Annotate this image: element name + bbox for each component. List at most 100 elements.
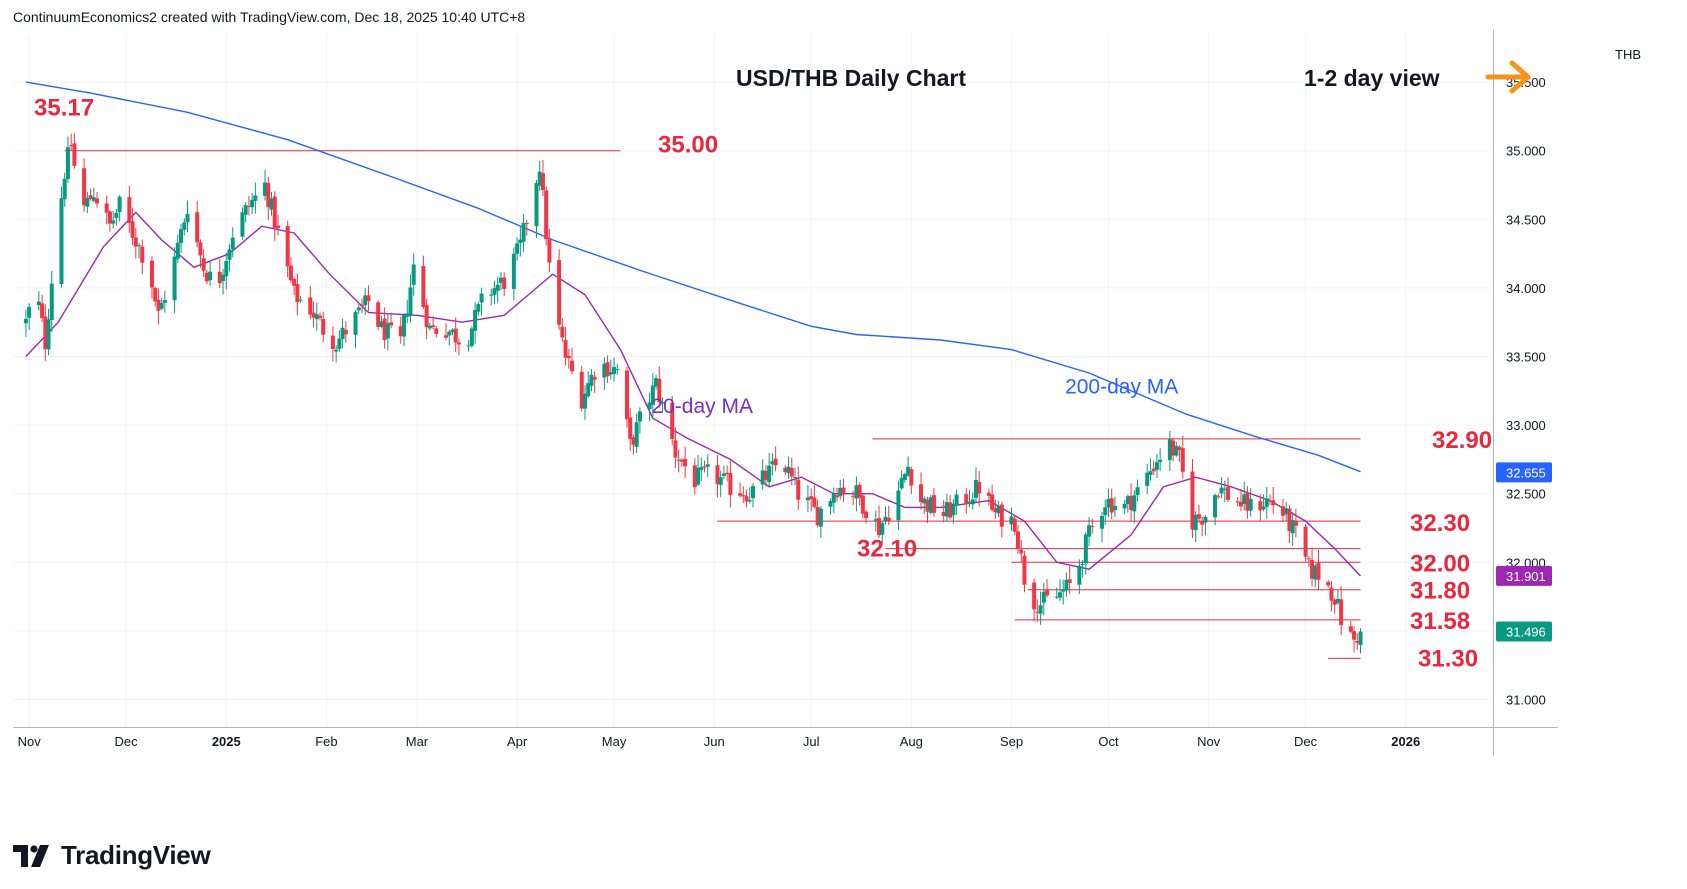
candle-body xyxy=(250,199,255,208)
candle-body xyxy=(660,402,665,404)
candle-body xyxy=(427,325,432,329)
candle-body xyxy=(796,479,801,500)
candle-body xyxy=(1248,499,1253,511)
candle-body xyxy=(1293,521,1298,526)
ma200-line xyxy=(25,81,1361,473)
candle-body xyxy=(82,168,87,206)
candle-body xyxy=(1332,599,1337,605)
level-label: 35.17 xyxy=(34,94,94,121)
last-price-tags: 32.655 31.901 31.496 xyxy=(1496,462,1552,642)
y-tick-label: 34.500 xyxy=(1506,212,1546,227)
tradingview-brand[interactable]: TradingView xyxy=(13,840,211,871)
candle-body xyxy=(951,503,956,516)
candle-body xyxy=(699,467,704,470)
candle-body xyxy=(670,402,675,440)
candle-body xyxy=(721,473,726,476)
x-tick-label: Nov xyxy=(1197,734,1221,749)
view-label: 1-2 day view xyxy=(1304,65,1440,91)
candle-body xyxy=(49,283,54,321)
candle-body xyxy=(925,499,930,512)
candle-body xyxy=(1015,531,1020,549)
chart-attribution: ContinuumEconomics2 created with Trading… xyxy=(13,9,526,25)
price-tag-label: 31.496 xyxy=(1506,624,1546,639)
candle-body xyxy=(243,205,248,215)
candle-body xyxy=(114,212,119,218)
time-axis[interactable]: Nov Dec 2025 Feb Mar Apr May Jun Jul Aug Sep Oct Nov… xyxy=(18,734,1421,749)
candle-body xyxy=(1038,605,1043,614)
price-tag-box xyxy=(1496,565,1552,586)
candle-body xyxy=(999,504,1004,527)
candle-body xyxy=(650,385,655,406)
candle-body xyxy=(479,293,484,303)
candle-body xyxy=(1083,534,1088,564)
candle-body xyxy=(149,260,154,288)
candle-body xyxy=(285,226,290,267)
x-tick-label: Nov xyxy=(18,734,42,749)
candle-body xyxy=(405,313,410,317)
x-tick-label: Mar xyxy=(406,734,429,749)
candle-body xyxy=(741,495,746,497)
ma20-line xyxy=(25,211,1362,577)
candle-body xyxy=(263,182,268,196)
chart-grid xyxy=(13,34,1493,727)
candle-body xyxy=(1355,640,1360,643)
y-tick-label: 33.000 xyxy=(1506,418,1546,433)
candle-body xyxy=(1109,498,1114,513)
candle-body xyxy=(880,523,885,535)
candle-body xyxy=(36,301,41,306)
candle-body xyxy=(906,466,911,476)
candle-body xyxy=(679,459,684,462)
candle-body xyxy=(1222,488,1227,490)
candlestick-series xyxy=(23,133,1363,654)
candle-body xyxy=(993,508,998,513)
candle-body xyxy=(1268,500,1273,502)
candle-body xyxy=(1329,587,1334,601)
candle-body xyxy=(1148,471,1153,475)
candle-body xyxy=(919,484,924,503)
candle-body xyxy=(1303,526,1308,557)
candle-body xyxy=(751,486,755,499)
candle-body xyxy=(1287,508,1292,532)
candle-body xyxy=(473,309,478,331)
level-label: 31.80 xyxy=(1410,578,1470,605)
price-axis[interactable]: 31.00031.50032.00032.50033.00033.50034.0… xyxy=(1506,75,1546,707)
candle-body xyxy=(298,299,303,301)
candle-body xyxy=(1235,501,1240,503)
candle-body xyxy=(359,305,364,307)
candle-body xyxy=(398,326,403,337)
candle-body xyxy=(62,178,67,200)
candle-body xyxy=(786,466,791,474)
candle-body xyxy=(498,277,503,283)
x-tick-label: Oct xyxy=(1098,734,1119,749)
candle-body xyxy=(408,287,413,316)
price-tag-box xyxy=(1496,462,1552,483)
candle-body xyxy=(95,198,100,204)
candle-body xyxy=(376,302,381,327)
candle-body xyxy=(592,376,597,380)
candle-body xyxy=(860,495,865,514)
x-tick-label: Sep xyxy=(1000,734,1023,749)
candle-body xyxy=(182,222,187,230)
level-label: 35.00 xyxy=(658,132,718,159)
ma200-path xyxy=(25,81,1361,473)
candle-body xyxy=(1203,516,1208,523)
candle-body xyxy=(1099,515,1104,529)
candle-body xyxy=(492,288,497,295)
candle-body xyxy=(1158,459,1163,463)
candle-body xyxy=(582,393,587,409)
candle-body xyxy=(1339,599,1344,626)
candle-body xyxy=(434,328,439,334)
candle-body xyxy=(1335,598,1340,604)
candle-body xyxy=(902,474,907,481)
candle-body xyxy=(809,496,814,500)
candle-body xyxy=(615,369,620,371)
candle-body xyxy=(153,287,158,302)
x-tick-label: 2025 xyxy=(212,734,241,749)
candle-body xyxy=(818,508,823,527)
x-tick-label: Aug xyxy=(900,734,923,749)
candle-body xyxy=(1012,518,1017,532)
candle-body xyxy=(1151,468,1156,472)
candle-body xyxy=(909,469,914,486)
y-tick-label: 31.000 xyxy=(1506,693,1546,708)
